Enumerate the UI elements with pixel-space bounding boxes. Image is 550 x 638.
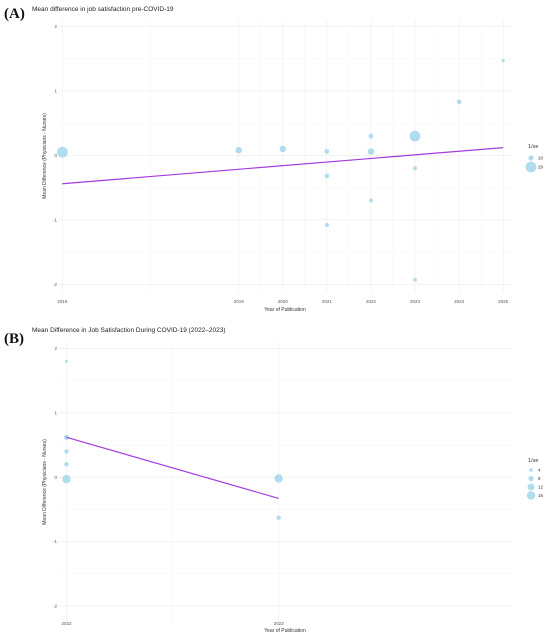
- panel-a-x-tick: 2021: [322, 299, 333, 304]
- panel-a-data-point: [412, 166, 418, 171]
- panel-a-x-tick: 2024: [454, 299, 465, 304]
- panel-a-data-point: [409, 130, 421, 142]
- panel-a-legend-label: 29: [538, 165, 544, 170]
- panel-b-legend-title: 1/se: [528, 458, 538, 464]
- panel-b-legend-key: [529, 468, 533, 472]
- panel-b-data-point: [64, 449, 69, 454]
- panel-a-legend-key: [525, 161, 537, 173]
- panel-b-fit-line: [66, 436, 279, 499]
- panel-a-title: Mean difference in job satisfaction pre-…: [32, 6, 174, 13]
- panel-a-y-tick: -2: [53, 282, 57, 287]
- panel-a-data-point: [456, 99, 462, 105]
- panel-b-x-tick: 2023: [274, 621, 285, 626]
- panel-b-y-tick: 2: [54, 346, 57, 351]
- panel-a-x-tick: 2022: [366, 299, 377, 304]
- panel-a-data-point: [368, 133, 374, 139]
- panel-a-label: (A): [4, 6, 25, 22]
- panel-b-x-tick: 2022: [61, 621, 72, 626]
- panel-b-y-tick: -2: [53, 604, 57, 609]
- panel-a-data-point: [367, 148, 375, 155]
- panel-b-legend-label: 4: [538, 468, 541, 473]
- panel-b-y-tick: 0: [54, 475, 57, 480]
- panel-a-x-tick: 2020: [278, 299, 289, 304]
- panel-a-data-point: [501, 58, 505, 63]
- panel-b-data-point: [64, 462, 69, 467]
- panel-a-y-tick: 0: [54, 153, 57, 158]
- panel-a-fit-line: [62, 147, 504, 185]
- panel-b-y-axis-label: Mean Difference (Physicians - Nurses): [42, 439, 48, 525]
- panel-a-data-point: [235, 146, 242, 154]
- panel-a-legend-title: 1/se: [528, 144, 538, 150]
- panel-a-y-axis-label: Mean Difference (Physicians - Nurses): [42, 113, 48, 199]
- panel-a-x-axis-label: Year of Publication: [264, 307, 306, 313]
- panel-b-y-tick: -1: [53, 539, 57, 544]
- panel-a-data-point: [324, 222, 329, 228]
- panel-b-data-point: [276, 515, 281, 520]
- panel-a-data-point: [279, 145, 287, 153]
- panel-a-x-tick: 2023: [410, 299, 421, 304]
- panel-a-data-point: [324, 149, 330, 154]
- panel-a-x-tick: 2015: [57, 299, 68, 304]
- panel-b-legend-key: [527, 483, 535, 491]
- panel-b-data-point: [274, 474, 283, 483]
- panel-a-y-tick: 2: [54, 24, 57, 29]
- panel-a-data-point: [324, 173, 330, 179]
- panel-b-legend-label: 16: [538, 493, 544, 498]
- panel-a-x-tick: 2025: [498, 299, 509, 304]
- panel-a-legend-key: [528, 155, 534, 161]
- panel-a-y-tick: -1: [53, 217, 57, 222]
- panel-a-x-tick: 2019: [234, 299, 245, 304]
- panel-b-legend-key: [526, 491, 536, 500]
- panel-b-legend-label: 12: [538, 485, 544, 490]
- panel-a-y-tick: 1: [54, 89, 57, 94]
- panel-b-legend-label: 8: [538, 476, 541, 481]
- panel-b-title: Mean Difference in Job Satisfaction Duri…: [32, 327, 226, 334]
- panel-b-legend-key: [528, 475, 534, 482]
- panel-a-data-point: [413, 277, 417, 282]
- panel-b-data-point: [65, 359, 68, 363]
- panel-a-data-point: [57, 146, 68, 158]
- panel-b-y-tick: 1: [54, 410, 57, 415]
- panel-b-data-point: [62, 474, 71, 484]
- panel-b-label: (B): [4, 331, 24, 347]
- panel-a-data-point: [369, 198, 373, 203]
- panel-a-legend-label: 10: [538, 156, 544, 161]
- panel-b-x-axis-label: Year of Publication: [264, 628, 306, 634]
